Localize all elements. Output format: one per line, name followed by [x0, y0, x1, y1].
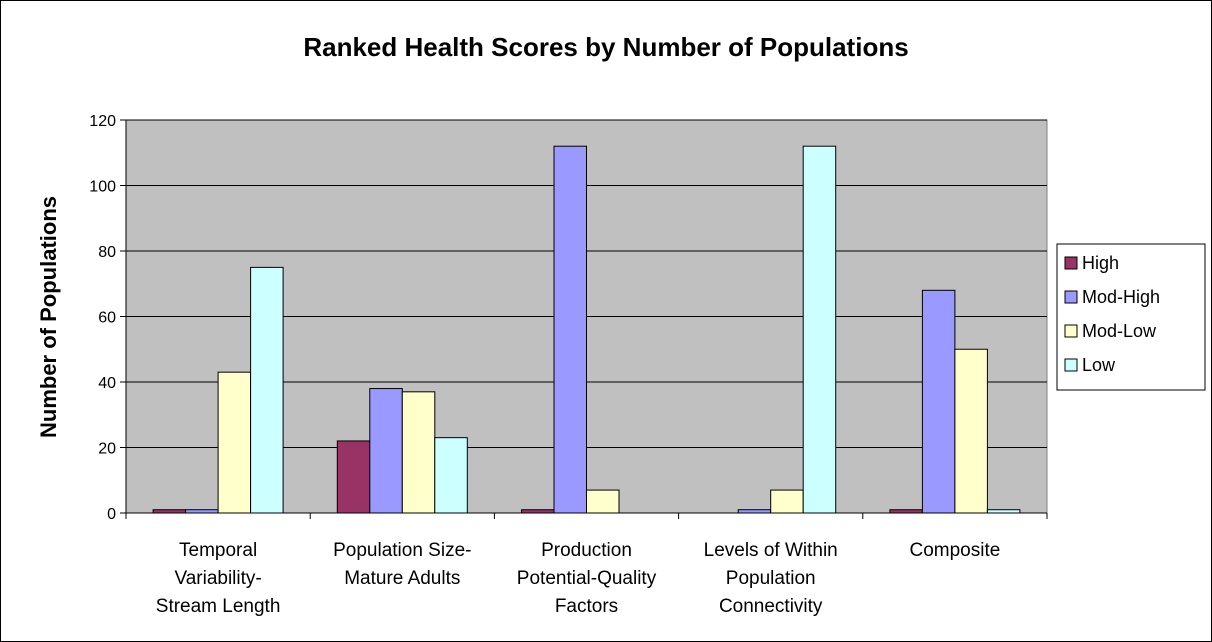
legend-label: Mod-High — [1082, 287, 1160, 307]
legend-label: Low — [1082, 355, 1116, 375]
y-tick-label: 20 — [98, 441, 116, 458]
bar-high — [889, 509, 923, 514]
x-tick-label: Levels of Within — [704, 540, 838, 561]
legend-swatch — [1064, 256, 1078, 270]
x-tick-label: Temporal — [179, 540, 257, 561]
bar-high — [152, 509, 187, 514]
x-tick-label: Connectivity — [719, 596, 823, 617]
bar-mod-low — [770, 489, 804, 514]
y-tick-label: 0 — [107, 506, 116, 523]
x-tick-label: Factors — [555, 596, 618, 617]
y-tick-label: 120 — [89, 113, 116, 130]
plot-area: 0 20 40 60 80 100 120 Temporal Variability- Strea… — [89, 113, 1048, 617]
bar-low — [802, 145, 837, 514]
x-tick-label: Mature Adults — [344, 568, 460, 589]
legend-label: High — [1082, 253, 1119, 273]
x-tick-label: Stream Length — [156, 596, 281, 617]
bar-mod-high — [921, 289, 956, 514]
y-tick-label: 80 — [98, 244, 116, 261]
bar-high — [336, 440, 371, 514]
y-tick-label: 40 — [98, 375, 116, 392]
x-tick-label: Population Size- — [333, 540, 471, 561]
bar-high — [521, 509, 555, 514]
legend-swatch — [1064, 324, 1078, 338]
legend-swatch — [1064, 290, 1078, 304]
legend: High Mod-High Mod-Low Low — [1056, 243, 1206, 391]
bar-mod-low — [217, 371, 252, 514]
chart-title: Ranked Health Scores by Number of Popula… — [303, 32, 908, 62]
bar-low — [250, 266, 284, 514]
bar-mod-high — [737, 509, 772, 514]
y-axis-label: Number of Populations — [36, 196, 61, 438]
y-tick-label: 100 — [89, 179, 116, 196]
y-tick-label: 60 — [98, 310, 116, 327]
bar-low — [986, 509, 1021, 514]
legend-label: Mod-Low — [1082, 321, 1157, 341]
x-tick-label: Variability- — [174, 568, 261, 589]
x-tick-label: Potential-Quality — [517, 568, 657, 589]
x-tick-label: Production — [541, 540, 632, 561]
bar-mod-high — [553, 145, 587, 514]
bar-mod-low — [586, 489, 620, 514]
bar-low — [434, 437, 468, 514]
bar-mod-high — [185, 509, 219, 514]
x-tick-label: Composite — [909, 540, 1000, 561]
bar-mod-high — [369, 388, 403, 514]
bar-mod-low — [401, 391, 436, 514]
legend-swatch — [1064, 358, 1078, 372]
bar-mod-low — [954, 348, 988, 514]
x-tick-label: Population — [726, 568, 816, 589]
legend-box — [1056, 243, 1206, 391]
